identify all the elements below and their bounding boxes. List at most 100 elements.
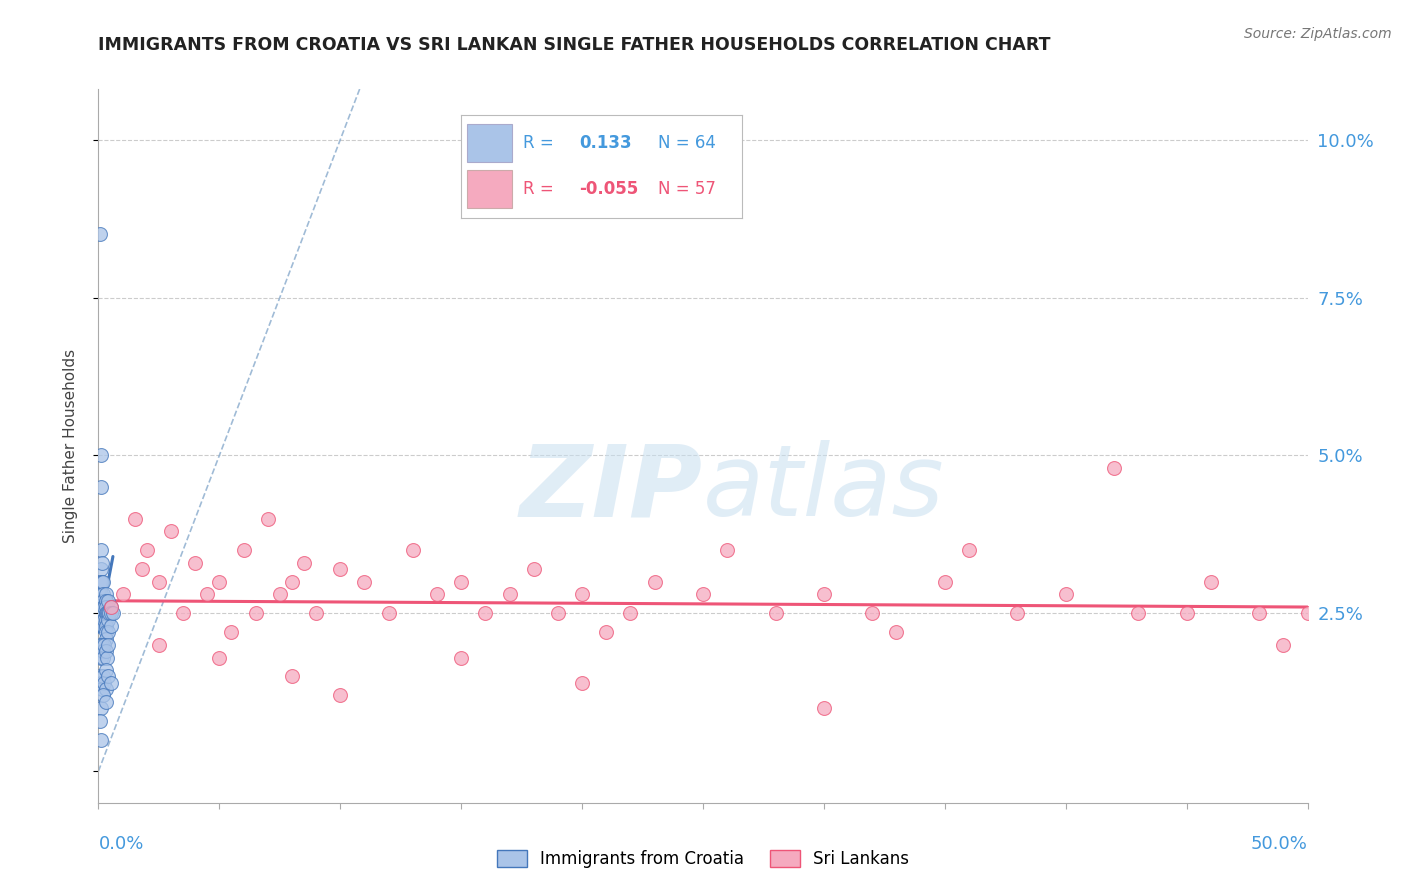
Text: R =: R = [523, 180, 554, 198]
Point [269, 587, 291, 601]
Point [1102, 461, 1125, 475]
Point [94, 695, 117, 709]
Point [97, 593, 120, 607]
Point [90, 650, 112, 665]
Point [208, 574, 231, 589]
Point [1054, 587, 1077, 601]
Point [97, 625, 120, 640]
Point [1249, 607, 1271, 621]
Point [91, 689, 114, 703]
Text: 50.0%: 50.0% [1251, 835, 1308, 853]
Point [90, 600, 112, 615]
Point [89, 669, 111, 683]
Point [91, 682, 114, 697]
FancyBboxPatch shape [467, 170, 512, 209]
Point [195, 587, 218, 601]
Point [571, 675, 593, 690]
Point [111, 587, 134, 601]
Point [208, 650, 231, 665]
Point [97, 669, 120, 683]
Point [644, 574, 666, 589]
Point [135, 543, 157, 558]
Point [232, 543, 254, 558]
Point [89, 227, 111, 242]
Point [94, 613, 117, 627]
Point [91, 644, 114, 658]
Point [474, 607, 496, 621]
Point [94, 607, 117, 621]
Point [91, 619, 114, 633]
Point [1007, 607, 1029, 621]
Point [100, 675, 122, 690]
Point [1272, 638, 1295, 652]
Point [765, 607, 787, 621]
Point [934, 574, 956, 589]
Point [172, 607, 194, 621]
Text: Source: ZipAtlas.com: Source: ZipAtlas.com [1244, 27, 1392, 41]
Point [91, 593, 114, 607]
Point [245, 607, 267, 621]
Point [281, 574, 304, 589]
Point [90, 732, 112, 747]
Point [1296, 607, 1319, 621]
Point [692, 587, 714, 601]
Point [90, 644, 112, 658]
Point [91, 556, 114, 570]
Point [860, 607, 883, 621]
Point [426, 587, 449, 601]
Point [97, 607, 120, 621]
Point [98, 607, 121, 621]
Point [90, 543, 112, 558]
Point [353, 574, 375, 589]
Point [305, 607, 328, 621]
Point [90, 574, 112, 589]
Point [91, 574, 114, 589]
Point [716, 543, 738, 558]
Text: 0.0%: 0.0% [98, 835, 143, 853]
Point [93, 600, 115, 615]
Point [100, 600, 122, 615]
Point [377, 607, 399, 621]
Point [97, 638, 120, 652]
Point [90, 562, 112, 576]
Text: -0.055: -0.055 [579, 180, 638, 198]
Point [329, 689, 352, 703]
Point [886, 625, 908, 640]
Point [184, 556, 207, 570]
Text: ZIP: ZIP [520, 441, 703, 537]
Text: IMMIGRANTS FROM CROATIA VS SRI LANKAN SINGLE FATHER HOUSEHOLDS CORRELATION CHART: IMMIGRANTS FROM CROATIA VS SRI LANKAN SI… [98, 36, 1050, 54]
Legend: Immigrants from Croatia, Sri Lankans: Immigrants from Croatia, Sri Lankans [491, 843, 915, 875]
Point [93, 675, 115, 690]
Point [89, 638, 111, 652]
Point [90, 593, 112, 607]
Text: N = 57: N = 57 [658, 180, 716, 198]
Point [94, 619, 117, 633]
Point [547, 607, 569, 621]
Point [256, 511, 278, 525]
Point [94, 600, 117, 615]
Point [96, 650, 118, 665]
Point [100, 619, 122, 633]
Point [91, 607, 114, 621]
Point [93, 638, 115, 652]
Point [595, 625, 617, 640]
FancyBboxPatch shape [467, 124, 512, 162]
Point [94, 587, 117, 601]
Point [450, 574, 472, 589]
Point [1199, 574, 1222, 589]
Point [281, 669, 304, 683]
Point [124, 511, 146, 525]
Point [571, 587, 593, 601]
Point [148, 574, 170, 589]
Point [1175, 607, 1198, 621]
Point [91, 669, 114, 683]
Point [90, 701, 112, 715]
Point [813, 587, 835, 601]
Point [160, 524, 183, 539]
Point [96, 607, 118, 621]
Point [91, 587, 114, 601]
Point [100, 607, 122, 621]
Y-axis label: Single Father Households: Single Father Households [63, 349, 77, 543]
Point [90, 587, 112, 601]
Point [450, 650, 472, 665]
